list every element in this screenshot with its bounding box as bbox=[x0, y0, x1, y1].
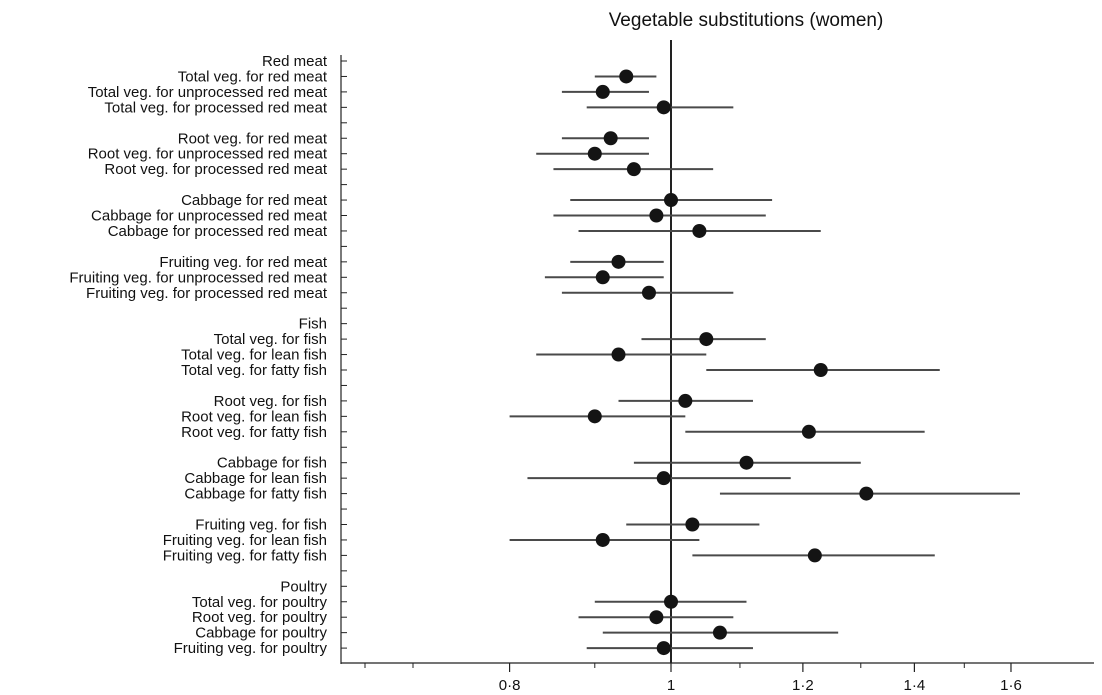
estimate-point bbox=[801, 424, 816, 439]
estimate-point bbox=[712, 625, 727, 640]
row-label: Cabbage for red meat bbox=[181, 192, 328, 209]
x-tick-label: 1·2 bbox=[792, 677, 814, 694]
row-label: Root veg. for red meat bbox=[178, 130, 328, 147]
estimate-point bbox=[626, 162, 641, 177]
estimate-point bbox=[595, 532, 610, 547]
estimate-point bbox=[603, 131, 618, 146]
row-label: Total veg. for red meat bbox=[178, 68, 328, 85]
estimate-point bbox=[807, 548, 822, 563]
x-tick-label: 0·8 bbox=[499, 677, 521, 694]
row-label: Root veg. for unprocessed red meat bbox=[88, 146, 328, 163]
row-label: Fruiting veg. for lean fish bbox=[163, 532, 327, 549]
estimate-point bbox=[611, 254, 626, 269]
row-label: Total veg. for unprocessed red meat bbox=[88, 84, 328, 101]
row-label: Fruiting veg. for fish bbox=[195, 517, 327, 534]
row-label: Fruiting veg. for unprocessed red meat bbox=[69, 269, 327, 286]
row-label: Root veg. for fatty fish bbox=[181, 424, 327, 441]
x-tick-label: 1·6 bbox=[1000, 677, 1022, 694]
row-label: Red meat bbox=[262, 53, 328, 70]
x-tick-label: 1·4 bbox=[904, 677, 926, 694]
row-label: Total veg. for processed red meat bbox=[104, 99, 327, 116]
row-label: Cabbage for poultry bbox=[195, 625, 327, 642]
row-label: Poultry bbox=[280, 578, 327, 595]
row-label: Fruiting veg. for poultry bbox=[174, 640, 328, 657]
estimate-point bbox=[649, 610, 664, 625]
row-label: Root veg. for processed red meat bbox=[104, 161, 327, 178]
estimate-point bbox=[619, 69, 634, 84]
row-label: Total veg. for lean fish bbox=[181, 347, 327, 364]
estimate-point bbox=[685, 517, 700, 532]
row-label: Cabbage for fatty fish bbox=[184, 486, 327, 503]
row-label: Cabbage for lean fish bbox=[184, 470, 327, 487]
estimate-point bbox=[656, 100, 671, 115]
estimate-point bbox=[595, 84, 610, 99]
row-label: Fruiting veg. for processed red meat bbox=[86, 285, 328, 302]
row-label: Total veg. for poultry bbox=[192, 594, 328, 611]
row-label: Fruiting veg. for fatty fish bbox=[163, 547, 327, 564]
estimate-point bbox=[692, 223, 707, 238]
estimate-point bbox=[664, 594, 678, 609]
estimate-point bbox=[587, 146, 602, 161]
row-label: Total veg. for fish bbox=[214, 331, 327, 348]
row-label: Cabbage for processed red meat bbox=[108, 223, 328, 240]
estimate-point bbox=[813, 363, 828, 377]
row-label: Total veg. for fatty fish bbox=[181, 362, 327, 379]
row-label: Fish bbox=[299, 316, 327, 333]
estimate-point bbox=[611, 347, 626, 362]
x-axis-group: 0·8 1 1·2 1·4 1·6 bbox=[364, 663, 1022, 694]
row-label: Root veg. for poultry bbox=[192, 609, 328, 626]
estimate-point bbox=[656, 641, 671, 656]
estimate-point bbox=[649, 208, 664, 223]
estimate-point bbox=[859, 486, 874, 501]
estimate-point bbox=[656, 471, 671, 486]
estimate-point bbox=[595, 270, 610, 285]
row-label: Fruiting veg. for red meat bbox=[159, 254, 327, 271]
x-tick-label: 1 bbox=[667, 677, 675, 694]
row-label: Cabbage for fish bbox=[217, 455, 327, 472]
estimate-point bbox=[587, 409, 602, 424]
row-label: Cabbage for unprocessed red meat bbox=[91, 208, 328, 225]
chart-title: Vegetable substitutions (women) bbox=[609, 10, 884, 31]
estimate-point bbox=[664, 193, 678, 208]
marks-group bbox=[509, 69, 1020, 656]
estimate-point bbox=[678, 393, 693, 408]
estimate-point bbox=[739, 455, 754, 470]
row-label: Root veg. for lean fish bbox=[181, 408, 327, 425]
estimate-point bbox=[699, 332, 714, 347]
estimate-point bbox=[641, 285, 656, 300]
row-label: Root veg. for fish bbox=[214, 393, 327, 410]
